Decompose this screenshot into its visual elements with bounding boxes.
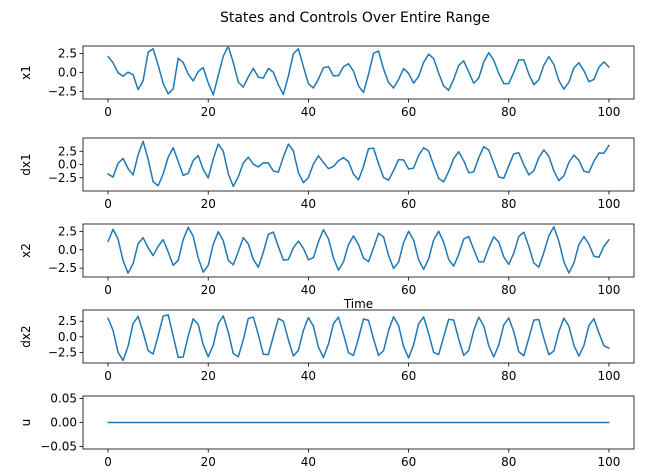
y-tick-label: −2.5 [48,345,77,359]
x-tick-label: 40 [301,455,316,469]
x-tick-label: 100 [598,455,621,469]
x-tick-label: 100 [598,369,621,383]
x-tick-label: 60 [401,283,416,297]
y-tick-label: 0.00 [50,416,77,430]
x-tick-label: 80 [501,105,516,119]
x-tick-label: 100 [598,105,621,119]
y-tick-label: 2.5 [58,47,77,61]
x-tick-label: 0 [104,197,112,211]
y-tick-label: 2.5 [58,314,77,328]
x-tick-label: 40 [301,105,316,119]
y-tick-label: 0.05 [50,391,77,405]
x-tick-label: 80 [501,455,516,469]
y-tick-label: 0.0 [58,330,77,344]
y-axis-label: x1 [19,65,33,80]
x-tick-label: 40 [301,283,316,297]
x-tick-label: 20 [201,105,216,119]
y-axis-label: u [19,419,33,427]
y-tick-label: −2.5 [48,261,77,275]
y-tick-label: 2.5 [58,144,77,158]
axes-frame [82,45,635,100]
axes-frame [82,223,635,278]
x-tick-label: 0 [104,455,112,469]
x-tick-label: 60 [401,197,416,211]
y-tick-label: 0.0 [58,158,77,172]
y-axis-label: x2 [19,243,33,258]
x-tick-label: 60 [401,369,416,383]
x-tick-label: 0 [104,369,112,383]
y-tick-label: −0.05 [40,440,77,454]
subplot-u: 0 20 40 60 80 100 0.05 0.00 −0.05 u [19,391,635,469]
chart-title: States and Controls Over Entire Range [220,10,490,26]
x-tick-label: 0 [104,105,112,119]
y-tick-label: 2.5 [58,224,77,238]
subplot-dx1: 0 20 40 60 80 100 2.50.0−2.5 dx1 [19,137,635,211]
series-line-x2 [107,226,610,274]
subplot-dx2: 0 20 40 60 80 100 2.5 0.0−2.5 dx2 [19,309,635,383]
y-tick-label: −2.5 [48,171,77,185]
x-tick-label: 60 [401,105,416,119]
series-line-dx2 [107,314,610,362]
y-tick-label: 0.0 [58,243,77,257]
x-tick-label: 80 [501,283,516,297]
y-axis-label: dx1 [19,153,33,175]
x-tick-label: 100 [598,283,621,297]
y-tick-label: −2.5 [48,84,77,98]
series-line-x1 [107,45,610,96]
subplot-x1: 0 20 40 60 80 100 2.5 0.0 −2.5 x1 [19,45,635,119]
x-tick-label: 60 [401,455,416,469]
series-line-dx1 [107,140,610,188]
subplot-x2: 0 20 40 60 80 100 2.5 0.0 −2.5 x2 Time [19,223,635,311]
x-tick-label: 80 [501,197,516,211]
y-tick-label: 0.0 [58,66,77,80]
y-axis-label: dx2 [19,325,33,347]
x-tick-label: 20 [201,283,216,297]
x-tick-label: 20 [201,197,216,211]
x-tick-label: 100 [598,197,621,211]
x-tick-label: 0 [104,283,112,297]
x-tick-label: 20 [201,369,216,383]
x-tick-label: 40 [301,197,316,211]
x-tick-label: 80 [501,369,516,383]
x-tick-label: 20 [201,455,216,469]
x-tick-label: 40 [301,369,316,383]
x-axis-label: Time [343,297,373,311]
